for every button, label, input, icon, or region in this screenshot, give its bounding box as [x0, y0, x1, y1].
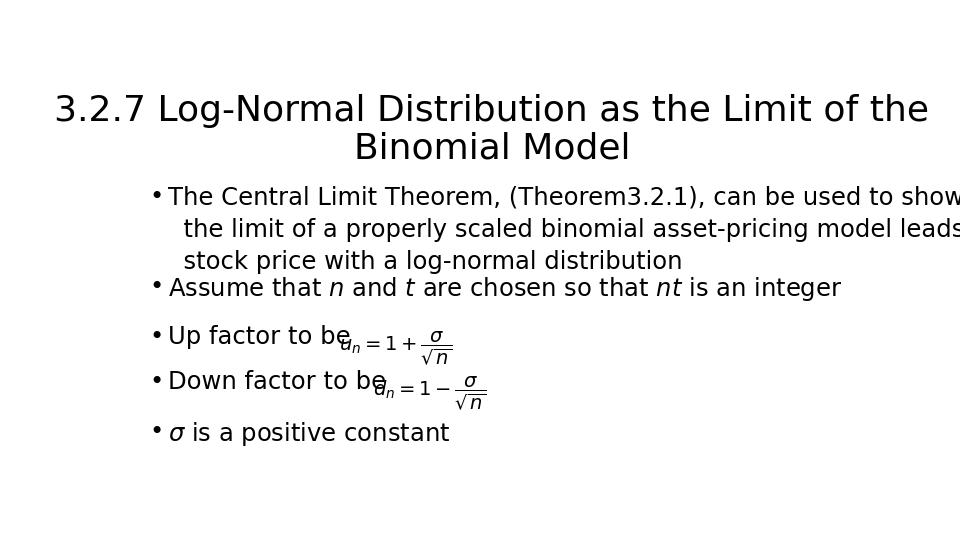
Text: Down factor to be: Down factor to be	[168, 370, 402, 394]
Text: $u_n = 1 + \dfrac{\sigma}{\sqrt{n}}$: $u_n = 1 + \dfrac{\sigma}{\sqrt{n}}$	[340, 329, 453, 367]
Text: •: •	[150, 325, 164, 349]
Text: The Central Limit Theorem, (Theorem3.2.1), can be used to show that
  the limit : The Central Limit Theorem, (Theorem3.2.1…	[168, 185, 960, 274]
Text: •: •	[150, 185, 164, 210]
Text: •: •	[150, 370, 164, 394]
Text: Up factor to be: Up factor to be	[168, 325, 367, 349]
Text: 3.2.7 Log-Normal Distribution as the Limit of the: 3.2.7 Log-Normal Distribution as the Lim…	[55, 94, 929, 128]
Text: •: •	[150, 420, 164, 444]
Text: •: •	[150, 275, 164, 299]
Text: $d_n = 1 - \dfrac{\sigma}{\sqrt{n}}$: $d_n = 1 - \dfrac{\sigma}{\sqrt{n}}$	[372, 375, 487, 413]
Text: $\sigma$ is a positive constant: $\sigma$ is a positive constant	[168, 420, 450, 448]
Text: Binomial Model: Binomial Model	[353, 131, 631, 165]
Text: Assume that $n$ and $t$ are chosen so that $nt$ is an integer: Assume that $n$ and $t$ are chosen so th…	[168, 275, 843, 303]
